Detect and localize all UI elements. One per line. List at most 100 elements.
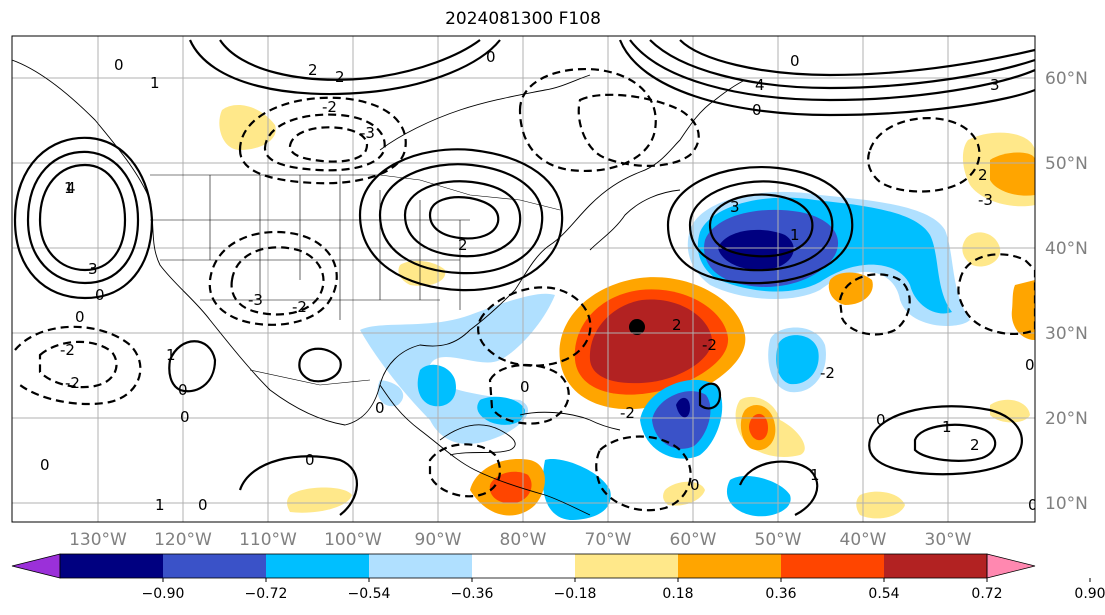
- colorbar-tick-label: 0.90: [1074, 586, 1105, 602]
- contour-label: -3: [360, 124, 375, 142]
- shaded-anomalies: [219, 105, 1035, 520]
- map-frame: [11, 35, 1036, 523]
- longitude-label: 90°W: [415, 530, 462, 550]
- colorbar-tick-label: −0.18: [554, 586, 597, 602]
- contour-label: -2: [620, 404, 635, 422]
- map-title: 2024081300 F108: [445, 9, 601, 29]
- colorbar-tick-label: 0.72: [971, 586, 1002, 602]
- contour-label: -2: [820, 364, 835, 382]
- colorbar-tick-label: −0.36: [451, 586, 494, 602]
- contour-label: 2: [335, 68, 345, 86]
- contour-label: 1: [790, 226, 800, 244]
- colorbar-segment: [472, 554, 575, 578]
- contour-label: 1: [942, 418, 952, 436]
- contour-label: 1: [810, 466, 820, 484]
- contour-label: -2: [65, 374, 80, 392]
- contour-label: 1: [166, 346, 176, 364]
- contour-label: 0: [1025, 356, 1035, 374]
- contour-label: 2: [970, 436, 980, 454]
- contour-label: 3: [990, 76, 1000, 94]
- longitude-label: 70°W: [585, 530, 632, 550]
- longitude-label: 110°W: [239, 530, 297, 550]
- latitude-label: 40°N: [1045, 239, 1088, 259]
- contour-label: 0: [75, 308, 85, 326]
- contour-label: -2: [292, 298, 307, 316]
- contour-label: 3: [88, 260, 98, 278]
- longitude-label: 50°W: [755, 530, 802, 550]
- positive-anomaly-5: [962, 232, 1001, 267]
- colorbar-extend-min: [11, 553, 61, 579]
- contour-label: 0: [375, 399, 385, 417]
- svg-text:1: 1: [64, 179, 74, 197]
- contour-label: 1: [155, 496, 165, 514]
- contour-label: 0: [178, 381, 188, 399]
- colorbar-tick-label: −0.54: [348, 586, 391, 602]
- colorbar-segment: [884, 554, 987, 578]
- contour-label: 2: [308, 61, 318, 79]
- longitude-label: 130°W: [69, 530, 127, 550]
- colorbar-segment: [781, 554, 884, 578]
- longitude-label: 60°W: [670, 530, 717, 550]
- longitude-label: 40°W: [840, 530, 887, 550]
- latitude-label: 60°N: [1045, 69, 1088, 89]
- contour-label: 2: [458, 236, 468, 254]
- longitude-label: 30°W: [925, 530, 972, 550]
- latitude-label: 50°N: [1045, 154, 1088, 174]
- contour-label: 0: [305, 451, 315, 469]
- contour-label: 0: [95, 286, 105, 304]
- latitude-label: 10°N: [1045, 494, 1088, 514]
- contour-label: -2: [60, 341, 75, 359]
- lat-lon-grid: [12, 36, 1035, 522]
- colorbar-tick-label: −0.90: [142, 586, 185, 602]
- positive-anomaly-9: [856, 491, 905, 519]
- colorbar-tick-label: −0.72: [245, 586, 288, 602]
- positive-anomaly-core: [589, 299, 712, 384]
- contour-label: 0: [790, 52, 800, 70]
- colorbar-tick-label: 0.36: [765, 586, 796, 602]
- storm-center-marker: [629, 319, 645, 335]
- contour-label: 0: [752, 101, 762, 119]
- contour-label: 0: [40, 456, 50, 474]
- contour-label: -2: [702, 336, 717, 354]
- latitude-label: 20°N: [1045, 409, 1088, 429]
- colorbar: −0.90 −0.72 −0.54 −0.36 −0.18 0.18 0.36 0.54 0.7…: [11, 553, 1105, 602]
- contour-label: 4: [755, 76, 765, 94]
- contour-label: 1: [150, 74, 160, 92]
- contour-label: 0: [198, 496, 208, 514]
- colorbar-segment: [369, 554, 472, 578]
- contour-label: -3: [978, 191, 993, 209]
- positive-anomaly-3: [287, 487, 352, 513]
- contour-label: 4: [66, 179, 76, 197]
- colorbar-tick-label: 0.54: [868, 586, 899, 602]
- contour-lines: [13, 39, 1035, 516]
- negative-anomaly-core: [718, 229, 794, 270]
- longitude-label: 80°W: [500, 530, 547, 550]
- colorbar-segment: [575, 554, 678, 578]
- contour-label: 3: [730, 198, 740, 216]
- latitude-label: 30°N: [1045, 324, 1088, 344]
- contour-label: -3: [248, 291, 263, 309]
- contour-label: 0: [1028, 496, 1038, 514]
- colorbar-extend-max: [986, 553, 1036, 579]
- colorbar-tick-label: 0.18: [662, 586, 693, 602]
- colorbar-segment: [163, 554, 266, 578]
- longitude-labels: 130°W 120°W 110°W 100°W 90°W 80°W 70°W 60°W 50°W…: [69, 530, 972, 550]
- contour-label: 0: [520, 378, 530, 396]
- contour-label: 0: [114, 56, 124, 74]
- longitude-label: 100°W: [324, 530, 382, 550]
- positive-anomaly-7: [1011, 280, 1035, 340]
- contour-label: -2: [322, 98, 337, 116]
- colorbar-segment: [678, 554, 781, 578]
- contour-label: 0: [486, 48, 496, 66]
- contour-labels: 1 4 3 0 0 -2 -2 1 0 0 -3 -2 2 2 -2 -3 2 …: [40, 48, 1038, 514]
- contour-label: 0: [690, 476, 700, 494]
- colorbar-segment: [266, 554, 369, 578]
- colorbar-segment: [60, 554, 163, 578]
- longitude-label: 120°W: [154, 530, 212, 550]
- colorbar-frame: [59, 553, 988, 579]
- latitude-labels: 60°N 50°N 40°N 30°N 20°N 10°N: [1045, 69, 1088, 514]
- contour-label: 0: [876, 411, 886, 429]
- contour-label: 0: [180, 408, 190, 426]
- contour-label: 2: [672, 316, 682, 334]
